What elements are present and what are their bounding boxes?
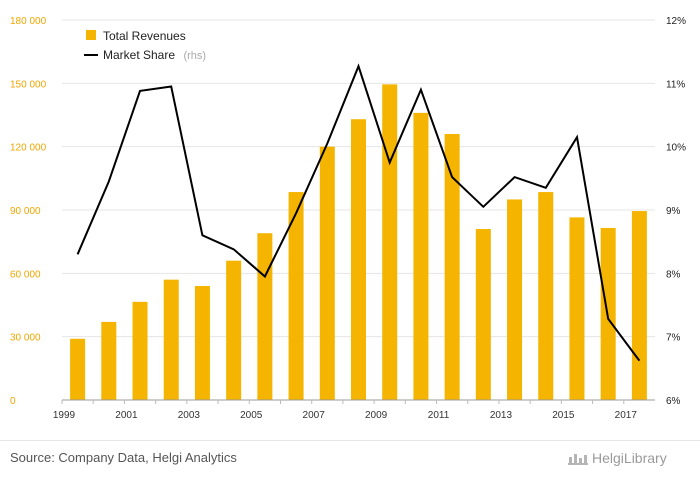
revenue-bars — [70, 84, 647, 400]
revenue-bar — [257, 233, 273, 400]
revenue-bar — [538, 192, 554, 400]
y-left-tick-label: 150 000 — [10, 79, 47, 90]
x-tick-label: 2003 — [178, 410, 201, 421]
legend-swatch-total-revenues — [86, 30, 96, 40]
revenue-bar — [631, 211, 647, 400]
legend-label-total-revenues: Total Revenues — [103, 29, 186, 43]
axes: 0 30 000 60 000 90 000 120 000 150 000 180 000… — [10, 16, 686, 421]
y-right-tick-label: 7% — [666, 333, 681, 344]
revenue-bar — [413, 112, 429, 400]
y-left-tick-label: 120 000 — [10, 143, 47, 154]
y-right-tick-label: 11% — [666, 79, 685, 90]
y-right-tick-label: 12% — [666, 16, 686, 27]
revenue-bar — [101, 321, 117, 400]
revenue-bar — [226, 260, 242, 400]
source-note: Source: Company Data, Helgi Analytics — [10, 450, 237, 465]
x-tick-label: 2007 — [303, 410, 326, 421]
y-left-tick-label: 30 000 — [10, 333, 41, 344]
x-tick-label: 2005 — [240, 410, 263, 421]
x-tick-label: 2009 — [365, 410, 388, 421]
x-tick-label: 2001 — [115, 410, 138, 421]
revenue-bar — [70, 338, 86, 400]
legend-market-share-suffix: (rhs) — [183, 50, 206, 62]
revenue-bar — [163, 279, 179, 400]
revenue-bar — [288, 192, 304, 400]
y-left-tick-label: 180 000 — [10, 16, 47, 27]
market-share-series-line — [76, 63, 641, 362]
revenue-bar — [507, 199, 523, 400]
y-right-tick-label: 8% — [666, 269, 681, 280]
revenue-bar — [475, 229, 491, 400]
revenue-market-share-chart: 0 30 000 60 000 90 000 120 000 150 000 180 000… — [10, 16, 686, 421]
footer-divider — [0, 440, 700, 441]
x-tick-label: 2011 — [428, 410, 450, 421]
revenue-bar — [382, 84, 398, 400]
market-share-line — [76, 63, 641, 362]
y-left-tick-label: 0 — [10, 396, 16, 407]
revenue-bar — [569, 217, 585, 400]
x-tick-label: 2015 — [552, 410, 575, 421]
library-icon — [568, 451, 588, 465]
y-right-tick-label: 9% — [666, 206, 681, 217]
legend-market-share-name: Market Share — [103, 48, 175, 62]
y-left-tick-label: 60 000 — [10, 269, 41, 280]
y-right-tick-label: 6% — [666, 396, 681, 407]
revenue-bar — [132, 301, 148, 400]
revenue-bar — [444, 134, 460, 400]
legend: Total Revenues Market Share (rhs) — [84, 29, 206, 63]
helgi-library-logo: HelgiLibrary — [568, 450, 667, 466]
x-tick-label: 2013 — [490, 410, 513, 421]
revenue-bar — [194, 286, 210, 400]
revenue-bar — [351, 119, 366, 400]
y-left-tick-label: 90 000 — [10, 206, 41, 217]
revenue-bar — [319, 146, 335, 400]
y-right-tick-label: 10% — [666, 143, 686, 154]
x-tick-label: 2017 — [615, 410, 638, 421]
x-tick-label: 1999 — [53, 410, 76, 421]
brand-name: HelgiLibrary — [592, 450, 667, 466]
legend-label-market-share: Market Share (rhs) — [103, 46, 206, 63]
